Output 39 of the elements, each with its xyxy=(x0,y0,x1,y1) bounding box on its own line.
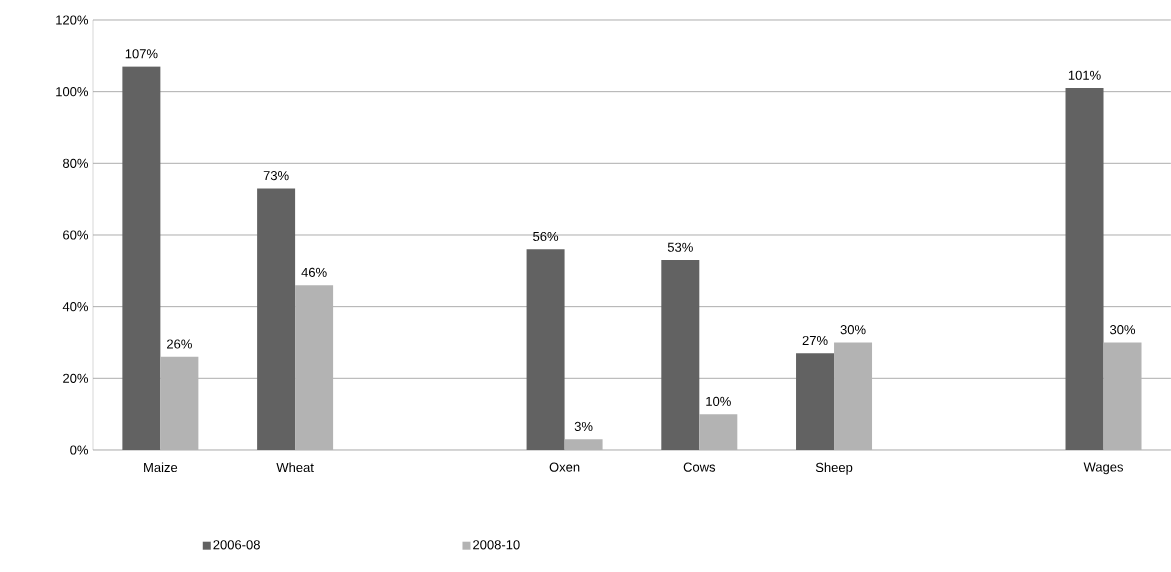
bar xyxy=(295,285,334,450)
x-tick-label: Sheep xyxy=(815,462,853,475)
y-tick-label: 80% xyxy=(63,158,89,168)
bar xyxy=(834,342,873,450)
bar xyxy=(526,249,565,450)
bar xyxy=(257,188,296,450)
bar xyxy=(160,356,199,450)
y-tick-label: 0% xyxy=(70,445,89,455)
legend-label: 2006-08 xyxy=(213,540,260,550)
bar xyxy=(564,439,603,450)
data-label: 30% xyxy=(840,325,866,335)
bar xyxy=(796,353,835,450)
y-tick-label: 100% xyxy=(56,87,89,97)
bar xyxy=(699,414,738,450)
bar xyxy=(122,66,161,450)
data-label: 101% xyxy=(1068,70,1101,80)
y-tick-label: 60% xyxy=(63,230,89,240)
data-label: 107% xyxy=(125,49,158,59)
legend-label: 2008-10 xyxy=(473,540,520,550)
bar xyxy=(661,260,700,450)
y-tick-label: 20% xyxy=(63,373,89,383)
x-tick-label: Wages xyxy=(1083,462,1124,475)
bar xyxy=(1065,88,1104,450)
x-tick-label: Wheat xyxy=(276,462,314,473)
data-label: 53% xyxy=(667,242,693,252)
data-label: 56% xyxy=(533,231,559,242)
data-label: 3% xyxy=(574,421,593,432)
data-label: 10% xyxy=(706,396,731,406)
x-tick-label: Maize xyxy=(144,462,178,473)
data-label: 46% xyxy=(301,267,327,277)
data-label: 27% xyxy=(802,335,828,346)
data-label: 30% xyxy=(1110,325,1136,335)
x-tick-label: Oxen xyxy=(549,462,580,472)
y-tick-label: 120% xyxy=(56,15,89,25)
y-tick-label: 40% xyxy=(62,302,89,312)
data-label: 73% xyxy=(263,171,289,181)
x-tick-label: Cows xyxy=(683,462,716,472)
bar xyxy=(1103,342,1142,450)
data-label: 26% xyxy=(167,339,192,349)
